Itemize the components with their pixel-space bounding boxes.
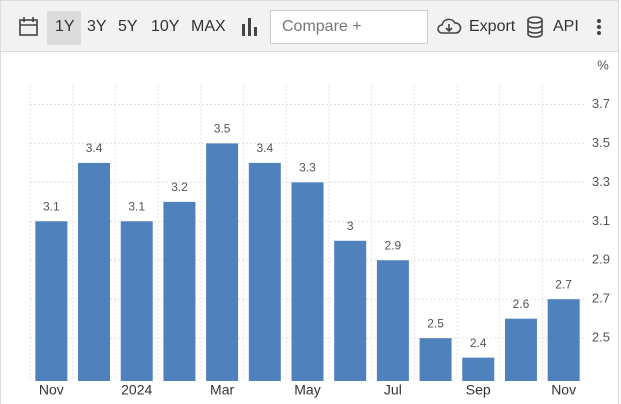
bar	[504, 318, 537, 381]
menu-icon[interactable]	[595, 18, 603, 36]
y-unit: %	[597, 57, 609, 72]
y-tick-label: 3.5	[592, 135, 610, 150]
x-tick-label: Nov	[551, 382, 576, 398]
value-label: 3.5	[214, 122, 231, 136]
compare-placeholder[interactable]: Compare +	[282, 18, 362, 35]
range-button[interactable]: 3Y	[87, 18, 107, 35]
compare-input[interactable]	[270, 10, 428, 44]
bar	[78, 162, 111, 381]
export-button[interactable]: Export	[469, 18, 516, 35]
bar	[248, 162, 281, 381]
bar	[35, 221, 68, 381]
value-label: 3	[347, 219, 354, 233]
chart-type-icon[interactable]	[241, 18, 259, 36]
x-tick-label: May	[294, 382, 320, 398]
bar	[163, 201, 196, 381]
y-tick-label: 3.7	[592, 96, 610, 111]
bar	[120, 221, 153, 381]
x-tick-label: Nov	[39, 382, 64, 398]
y-tick-label: 2.9	[592, 252, 610, 267]
range-button[interactable]: 1Y	[55, 18, 75, 35]
toolbar: 1Y 3Y 5Y 10Y MAX Compare + Export API	[0, 0, 619, 52]
y-tick-label: 2.5	[592, 330, 610, 345]
value-label: 2.6	[513, 297, 530, 311]
selected-range	[47, 11, 81, 45]
api-button[interactable]: API	[553, 18, 579, 35]
x-tick-label: Mar	[210, 382, 234, 398]
value-label: 3.4	[256, 141, 273, 155]
bar	[547, 299, 580, 381]
x-tick-label: Sep	[466, 382, 491, 398]
x-tick-label: Jul	[384, 382, 402, 398]
value-label: 3.3	[299, 161, 316, 175]
range-button[interactable]: 10Y	[151, 18, 180, 35]
chart-panel	[0, 52, 619, 404]
value-label: 2.5	[427, 316, 444, 330]
y-tick-label: 3.3	[592, 174, 610, 189]
y-tick-label: 3.1	[592, 213, 610, 228]
bar	[462, 357, 495, 381]
bar	[206, 143, 239, 381]
bar	[334, 240, 367, 381]
range-button[interactable]: 5Y	[118, 18, 138, 35]
bar	[419, 338, 452, 381]
value-label: 3.1	[128, 199, 145, 213]
value-label: 2.9	[385, 238, 402, 252]
database-icon[interactable]	[526, 16, 544, 38]
value-label: 3.1	[43, 199, 60, 213]
range-button[interactable]: MAX	[191, 18, 226, 35]
bar	[376, 260, 409, 381]
calendar-icon[interactable]	[19, 17, 39, 37]
bar	[291, 182, 324, 381]
x-tick-label: 2024	[121, 382, 152, 398]
value-label: 2.4	[470, 336, 487, 350]
value-label: 3.2	[171, 180, 188, 194]
download-icon[interactable]	[436, 17, 462, 37]
value-label: 3.4	[86, 141, 103, 155]
y-tick-label: 2.7	[592, 291, 610, 306]
value-label: 2.7	[555, 277, 572, 291]
